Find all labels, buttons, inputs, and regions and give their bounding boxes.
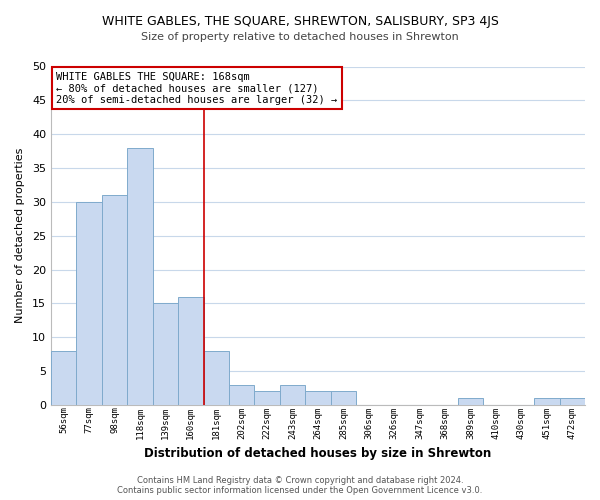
- Bar: [229, 384, 254, 405]
- Bar: [458, 398, 483, 405]
- Text: WHITE GABLES, THE SQUARE, SHREWTON, SALISBURY, SP3 4JS: WHITE GABLES, THE SQUARE, SHREWTON, SALI…: [101, 15, 499, 28]
- Text: Contains HM Land Registry data © Crown copyright and database right 2024.
Contai: Contains HM Land Registry data © Crown c…: [118, 476, 482, 495]
- Bar: [178, 296, 203, 405]
- Bar: [560, 398, 585, 405]
- X-axis label: Distribution of detached houses by size in Shrewton: Distribution of detached houses by size …: [145, 447, 491, 460]
- Bar: [152, 304, 178, 405]
- Bar: [102, 195, 127, 405]
- Bar: [254, 392, 280, 405]
- Bar: [51, 351, 76, 405]
- Bar: [534, 398, 560, 405]
- Bar: [280, 384, 305, 405]
- Bar: [331, 392, 356, 405]
- Bar: [127, 148, 152, 405]
- Text: WHITE GABLES THE SQUARE: 168sqm
← 80% of detached houses are smaller (127)
20% o: WHITE GABLES THE SQUARE: 168sqm ← 80% of…: [56, 72, 338, 105]
- Bar: [76, 202, 102, 405]
- Bar: [305, 392, 331, 405]
- Bar: [203, 351, 229, 405]
- Text: Size of property relative to detached houses in Shrewton: Size of property relative to detached ho…: [141, 32, 459, 42]
- Y-axis label: Number of detached properties: Number of detached properties: [15, 148, 25, 324]
